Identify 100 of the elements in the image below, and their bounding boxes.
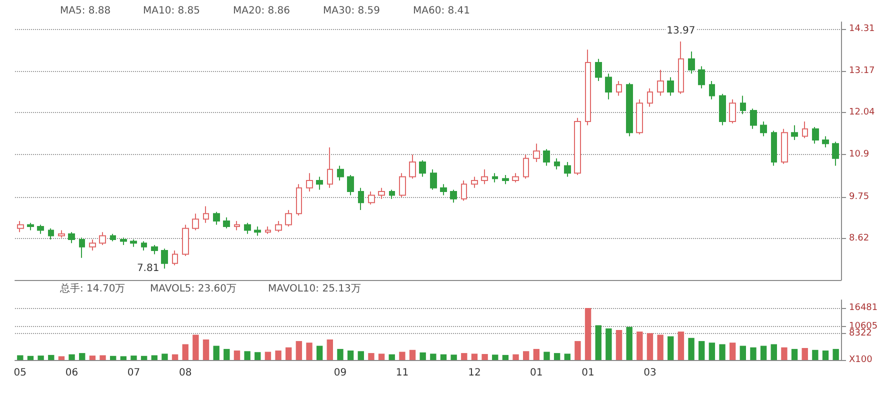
text: MAVOL5: 23.60万	[150, 284, 236, 294]
bar	[646, 333, 654, 360]
candlestick	[667, 76, 674, 96]
bar	[347, 350, 354, 360]
bar	[89, 356, 96, 360]
bar	[502, 354, 509, 360]
x-tick-label: 09	[334, 368, 347, 378]
candlestick	[58, 230, 65, 238]
candlestick	[358, 187, 364, 210]
candlestick	[709, 80, 715, 100]
bar	[378, 354, 385, 360]
bar	[574, 341, 581, 360]
candlestick	[626, 82, 633, 137]
candlestick	[533, 143, 540, 163]
candlestick	[771, 130, 777, 166]
bar	[657, 334, 664, 360]
candlestick	[574, 117, 581, 176]
x-tick-label: 01	[582, 368, 594, 378]
candlestick	[409, 154, 416, 180]
bar	[130, 356, 137, 360]
candlestick	[17, 220, 24, 233]
candlestick	[244, 222, 251, 234]
candlestick	[554, 158, 560, 170]
x-tick-label: 03	[644, 368, 656, 378]
candlestick	[822, 136, 829, 148]
candlestick	[729, 98, 736, 124]
candlestick	[616, 80, 622, 96]
candlestick	[48, 228, 54, 240]
bar	[533, 348, 540, 360]
text: MA20: 8.86	[233, 6, 290, 16]
bar	[450, 354, 457, 360]
candlestick	[440, 184, 447, 196]
candlestick	[688, 50, 695, 74]
bar	[172, 354, 178, 360]
candlestick	[130, 238, 137, 248]
bar	[781, 347, 788, 360]
candlestick	[213, 211, 220, 226]
candlestick	[347, 174, 354, 196]
bar	[110, 356, 116, 360]
bar	[708, 342, 716, 360]
candlestick	[543, 148, 550, 166]
candlestick	[285, 209, 292, 228]
bar	[409, 350, 416, 360]
candlestick	[141, 240, 147, 252]
bar	[68, 354, 75, 360]
candlestick	[450, 189, 457, 204]
candlestick	[203, 206, 209, 224]
bar	[151, 355, 158, 360]
bar	[58, 356, 65, 360]
x-tick-label: 12	[468, 368, 481, 378]
text: 总手: 14.70万	[59, 282, 126, 294]
candlestick	[419, 160, 426, 178]
bar	[492, 354, 498, 360]
bar	[140, 356, 148, 360]
y-tick-label: X100	[849, 355, 873, 365]
bar	[388, 354, 395, 360]
candlestick	[110, 233, 116, 242]
bar	[100, 355, 106, 360]
bar	[606, 328, 612, 360]
bar	[461, 353, 468, 360]
bar	[740, 346, 746, 360]
candlestick	[605, 73, 612, 100]
bar	[482, 354, 488, 360]
y-tick-label: 8.62	[849, 234, 870, 244]
bar	[698, 341, 705, 360]
candlestick	[647, 88, 653, 108]
candlestick	[223, 216, 230, 229]
candlestick	[192, 213, 199, 231]
bar	[27, 356, 34, 360]
bar	[616, 330, 622, 360]
candlestick	[812, 126, 819, 144]
bar	[822, 350, 829, 360]
candlestick	[698, 66, 705, 89]
candlestick	[37, 224, 44, 234]
bar	[120, 356, 127, 360]
candlestick	[399, 172, 406, 198]
bar	[802, 348, 808, 360]
x-tick-label: 08	[178, 368, 192, 378]
text: MA60: 8.41	[413, 6, 470, 16]
annotation: 13.97	[666, 26, 696, 37]
candlestick	[327, 146, 333, 188]
bar	[584, 308, 592, 360]
y-tick-label: 13.17	[849, 66, 875, 76]
bar	[316, 346, 323, 360]
bar	[326, 339, 334, 360]
bar	[275, 350, 282, 360]
candlestick	[254, 226, 261, 236]
bar	[399, 352, 406, 360]
bar	[213, 346, 220, 360]
bar	[368, 353, 374, 360]
bar	[770, 344, 777, 360]
candlestick	[502, 174, 509, 185]
bar	[244, 351, 250, 360]
bar	[626, 326, 632, 360]
candlestick	[791, 124, 798, 140]
y-tick-label: 10.9	[849, 150, 870, 160]
candlestick	[471, 176, 478, 188]
bar	[791, 348, 798, 360]
candlestick	[636, 98, 643, 135]
bar	[430, 354, 436, 360]
